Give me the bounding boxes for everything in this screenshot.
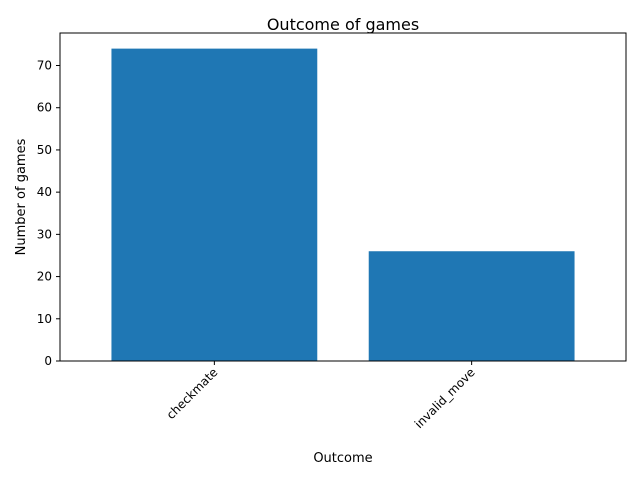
bar-invalid-move (368, 251, 575, 361)
chart-title: Outcome of games (267, 15, 419, 34)
y-tick-label: 0 (44, 354, 52, 368)
y-tick-label: 20 (37, 270, 52, 284)
bar-checkmate (111, 48, 318, 361)
y-tick-label: 60 (37, 101, 52, 115)
y-axis-label: Number of games (14, 138, 29, 255)
x-axis-label: Outcome (313, 451, 372, 466)
x-tick-label: invalid_move (412, 365, 478, 431)
y-tick-label: 50 (37, 143, 52, 157)
x-axis-ticks: checkmate invalid_move (164, 361, 478, 431)
plot-area-frame (59, 32, 627, 362)
y-tick-label: 30 (37, 227, 52, 241)
y-tick-label: 70 (37, 59, 52, 73)
y-tick-label: 40 (37, 185, 52, 199)
y-axis-ticks: 0 10 20 30 40 50 60 70 (37, 59, 60, 368)
x-tick-label: checkmate (164, 365, 221, 422)
bars-group (111, 48, 575, 361)
y-tick-label: 10 (37, 312, 52, 326)
